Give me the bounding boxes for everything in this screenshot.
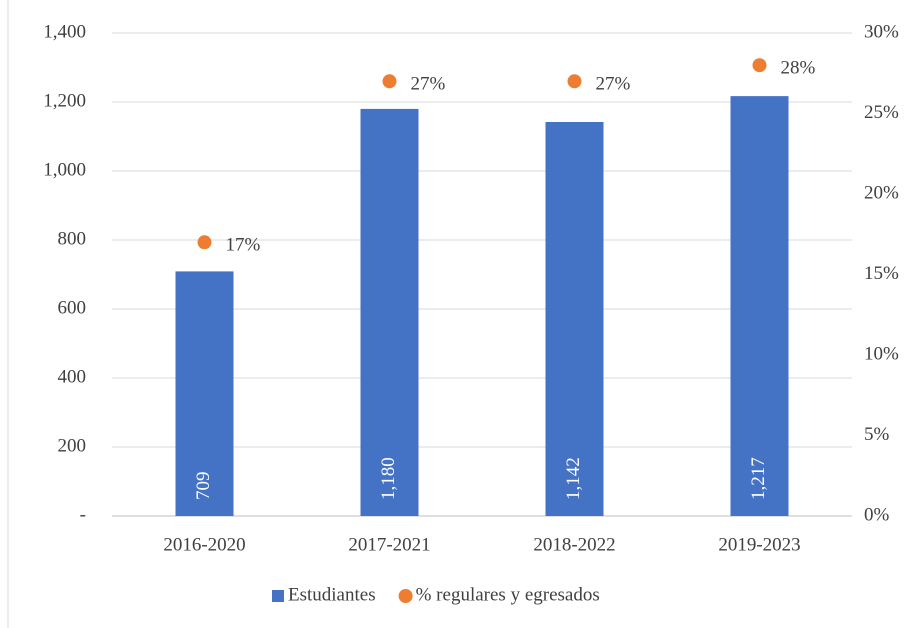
y-tick-label: 1,400 (43, 21, 86, 42)
point (567, 74, 582, 89)
y-tick-label: - (80, 504, 86, 525)
y-tick-label: 1,000 (43, 159, 86, 180)
legend-swatch (272, 590, 284, 602)
legend-label: % regulares y egresados (416, 584, 600, 605)
x-tick-label: 2018-2022 (533, 534, 615, 555)
y2-tick-label: 5% (864, 424, 890, 445)
bar (360, 108, 419, 517)
bar (175, 271, 234, 516)
bar-value-label: 709 (193, 472, 214, 501)
y-tick-label: 600 (58, 297, 87, 318)
y-tick-label: 200 (58, 435, 87, 456)
legend-swatch (398, 589, 413, 603)
x-tick-label: 2017-2021 (348, 534, 430, 555)
bar (730, 96, 789, 516)
y2-tick-label: 25% (864, 102, 899, 123)
y-tick-label: 800 (58, 228, 87, 249)
y2-tick-label: 0% (864, 504, 890, 525)
x-tick-label: 2016-2020 (163, 534, 245, 555)
y-tick-label: 400 (58, 366, 87, 387)
x-tick-label: 2019-2023 (718, 534, 800, 555)
y2-tick-label: 10% (864, 343, 899, 364)
point (752, 58, 767, 73)
y2-tick-label: 15% (864, 263, 899, 284)
bar-value-label: 1,142 (563, 457, 584, 500)
y2-tick-label: 30% (864, 21, 899, 42)
point-value-label: 27% (596, 74, 631, 95)
bar-value-label: 1,180 (378, 457, 399, 500)
point-value-label: 28% (781, 58, 816, 79)
point (197, 235, 212, 250)
y-tick-label: 1,200 (43, 90, 86, 111)
point (382, 74, 397, 89)
y2-tick-label: 20% (864, 182, 899, 203)
bar (545, 122, 604, 516)
bar-value-label: 1,217 (748, 457, 769, 500)
point-value-label: 17% (226, 235, 261, 256)
legend-label: Estudiantes (288, 584, 376, 605)
point-value-label: 27% (411, 74, 446, 95)
